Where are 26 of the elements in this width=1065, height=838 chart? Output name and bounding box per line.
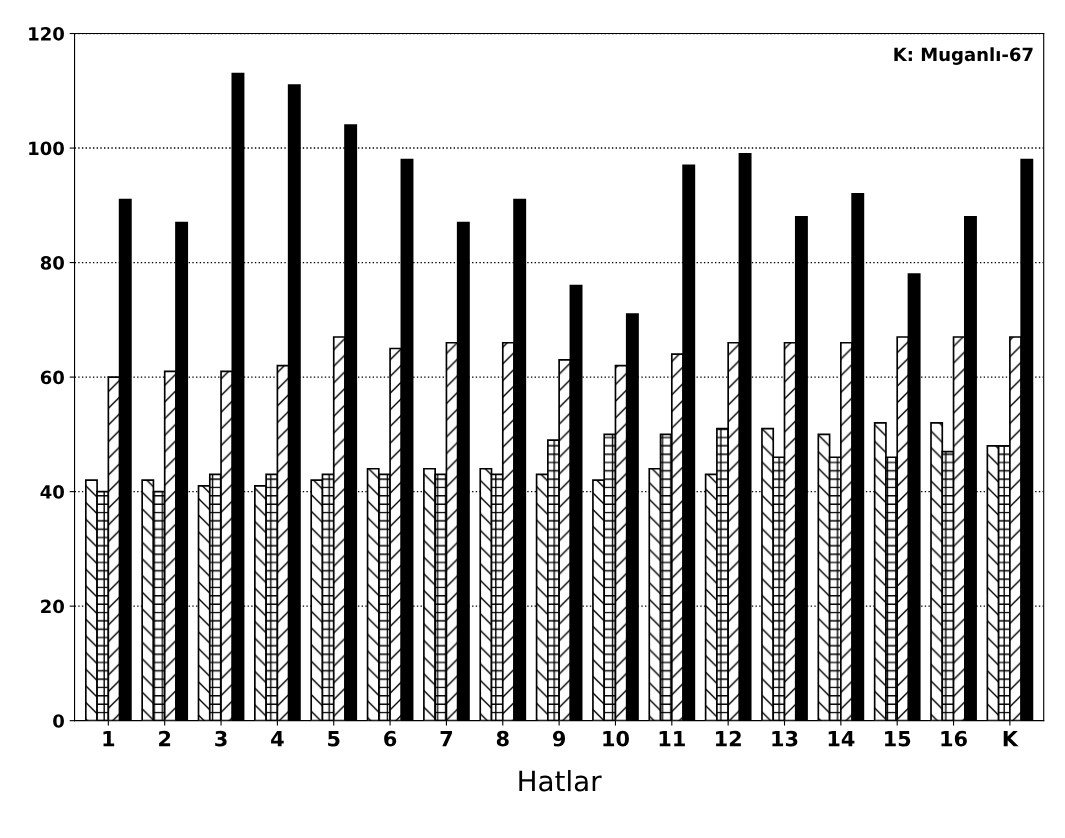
y-tick-label: 0 bbox=[53, 714, 64, 728]
x-tick-label: 16 bbox=[941, 730, 967, 747]
x-tick-label: K bbox=[1003, 731, 1019, 747]
y-tick-label: 20 bbox=[41, 599, 64, 614]
y-tick-label: 120 bbox=[29, 26, 64, 41]
y-tick-label: 100 bbox=[29, 141, 64, 156]
x-tick-label: 6 bbox=[384, 730, 397, 747]
x-tick-label: 15 bbox=[885, 731, 911, 747]
x-axis-title: Hatlar bbox=[519, 770, 602, 792]
x-tick-label: 14 bbox=[828, 731, 855, 747]
x-tick-label: 3 bbox=[215, 730, 227, 747]
y-tick-label: 80 bbox=[40, 256, 64, 270]
x-tick-label: 1 bbox=[103, 731, 115, 747]
x-tick-label: 2 bbox=[159, 730, 171, 747]
y-tick-label: 40 bbox=[40, 485, 64, 499]
x-tick-label: 8 bbox=[496, 730, 509, 747]
x-tick-label: 4 bbox=[271, 731, 284, 747]
x-tick-label: 13 bbox=[772, 730, 798, 747]
x-tick-label: 5 bbox=[328, 731, 340, 747]
x-tick-label: 9 bbox=[552, 730, 566, 747]
y-tick-label: 60 bbox=[40, 370, 64, 385]
x-tick-label: 7 bbox=[440, 731, 453, 747]
x-tick-label: 12 bbox=[716, 730, 741, 747]
x-tick-label: 10 bbox=[603, 730, 629, 747]
annotation: K: Muganlı-67 bbox=[894, 47, 1033, 65]
x-tick-label: 11 bbox=[659, 731, 685, 747]
